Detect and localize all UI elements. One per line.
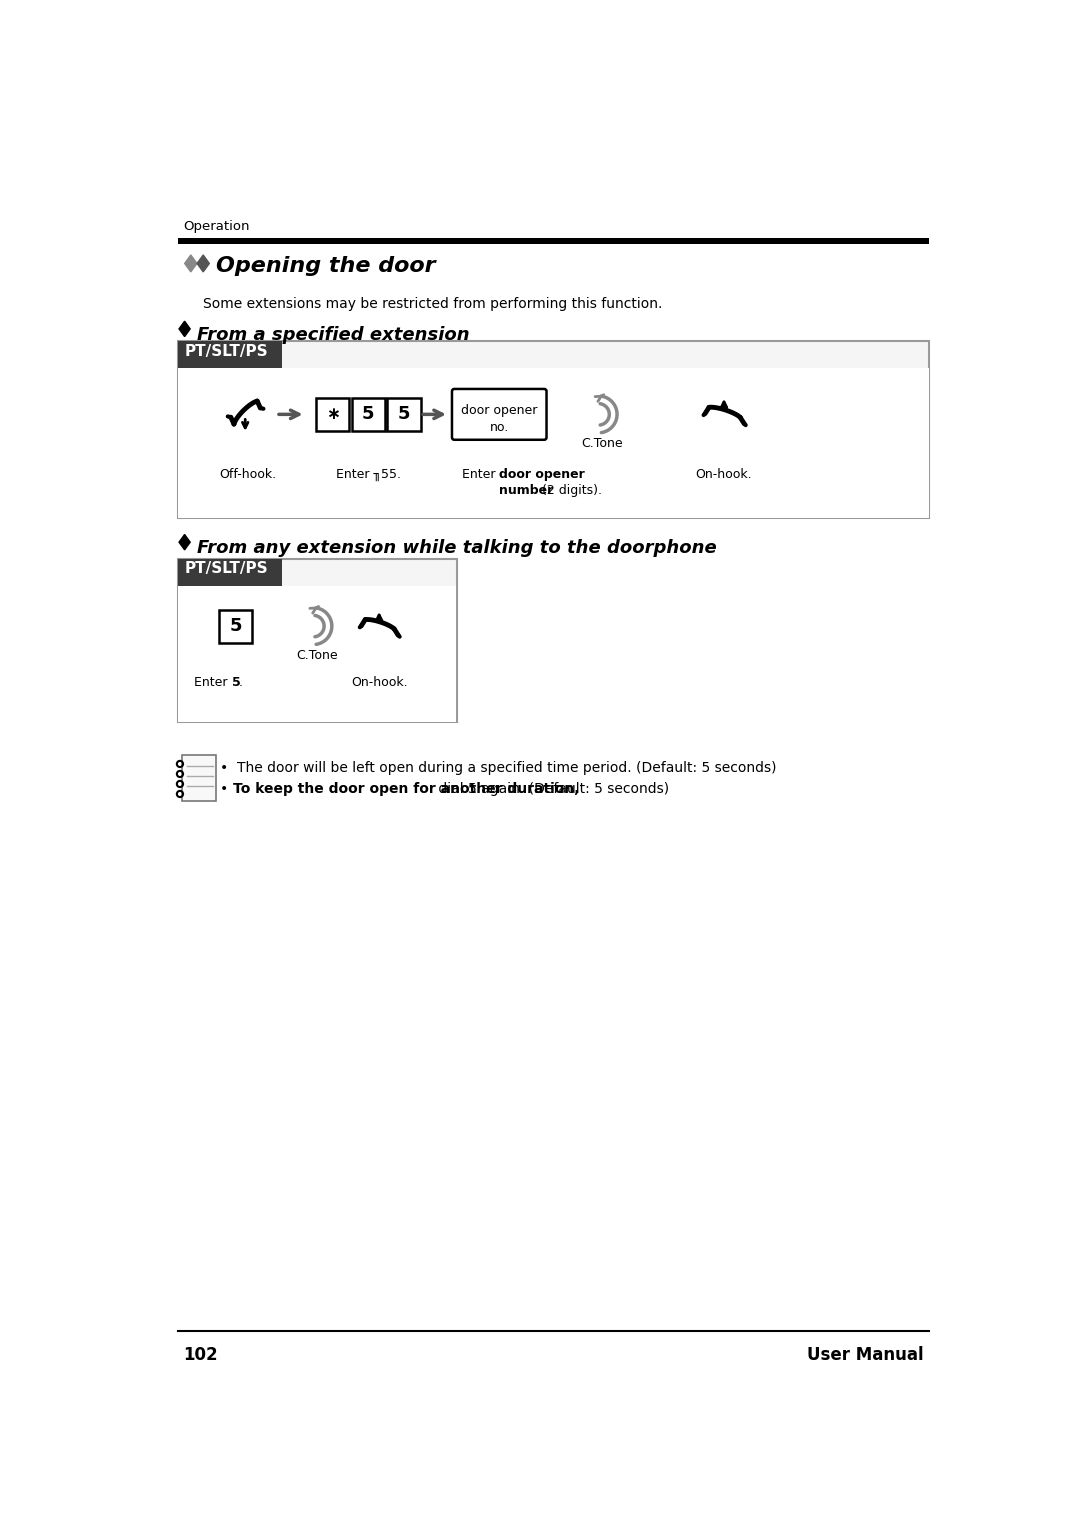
Polygon shape — [197, 255, 210, 272]
Text: On-hook.: On-hook. — [351, 677, 407, 689]
Text: dial 5 again. (Default: 5 seconds): dial 5 again. (Default: 5 seconds) — [434, 782, 670, 796]
Text: ∗: ∗ — [326, 405, 339, 423]
Text: From any extension while talking to the doorphone: From any extension while talking to the … — [197, 539, 717, 558]
FancyBboxPatch shape — [178, 587, 456, 721]
FancyBboxPatch shape — [219, 610, 253, 643]
FancyBboxPatch shape — [177, 341, 282, 368]
Text: (2 digits).: (2 digits). — [538, 484, 602, 497]
Text: PT/SLT/PS: PT/SLT/PS — [185, 561, 268, 576]
Polygon shape — [185, 255, 197, 272]
Text: From a specified extension: From a specified extension — [197, 325, 470, 344]
FancyBboxPatch shape — [177, 341, 930, 518]
FancyBboxPatch shape — [177, 238, 930, 244]
FancyBboxPatch shape — [177, 559, 457, 723]
Text: 5: 5 — [397, 405, 410, 423]
Text: 5: 5 — [229, 617, 242, 636]
Polygon shape — [179, 321, 190, 336]
FancyBboxPatch shape — [451, 390, 546, 440]
Text: 5: 5 — [362, 405, 375, 423]
Text: C.Tone: C.Tone — [581, 437, 623, 451]
Text: 5: 5 — [232, 677, 241, 689]
Text: Operation: Operation — [183, 220, 249, 234]
Text: door opener: door opener — [499, 468, 585, 481]
Text: C.Tone: C.Tone — [296, 649, 338, 662]
Text: Enter: Enter — [462, 468, 499, 481]
FancyBboxPatch shape — [177, 559, 282, 587]
FancyBboxPatch shape — [388, 397, 420, 431]
Text: •  The door will be left open during a specified time period. (Default: 5 second: • The door will be left open during a sp… — [220, 761, 777, 775]
Text: PT/SLT/PS: PT/SLT/PS — [185, 344, 268, 359]
Text: User Manual: User Manual — [808, 1346, 924, 1365]
FancyBboxPatch shape — [181, 755, 216, 801]
Polygon shape — [179, 535, 190, 550]
Text: Enter: Enter — [194, 677, 232, 689]
Text: Some extensions may be restricted from performing this function.: Some extensions may be restricted from p… — [203, 298, 662, 312]
Text: number: number — [499, 484, 554, 497]
Text: Off-hook.: Off-hook. — [219, 468, 275, 481]
Text: Enter ╖55.: Enter ╖55. — [336, 468, 401, 481]
Text: no.: no. — [489, 420, 509, 434]
FancyBboxPatch shape — [178, 368, 929, 518]
Text: •: • — [220, 782, 238, 796]
FancyBboxPatch shape — [316, 397, 349, 431]
Text: 102: 102 — [183, 1346, 218, 1365]
Text: Opening the door: Opening the door — [216, 255, 436, 275]
Text: door opener: door opener — [461, 403, 538, 417]
FancyBboxPatch shape — [352, 397, 384, 431]
Text: .: . — [239, 677, 243, 689]
Text: On-hook.: On-hook. — [696, 468, 753, 481]
Text: To keep the door open for another duration,: To keep the door open for another durati… — [232, 782, 579, 796]
